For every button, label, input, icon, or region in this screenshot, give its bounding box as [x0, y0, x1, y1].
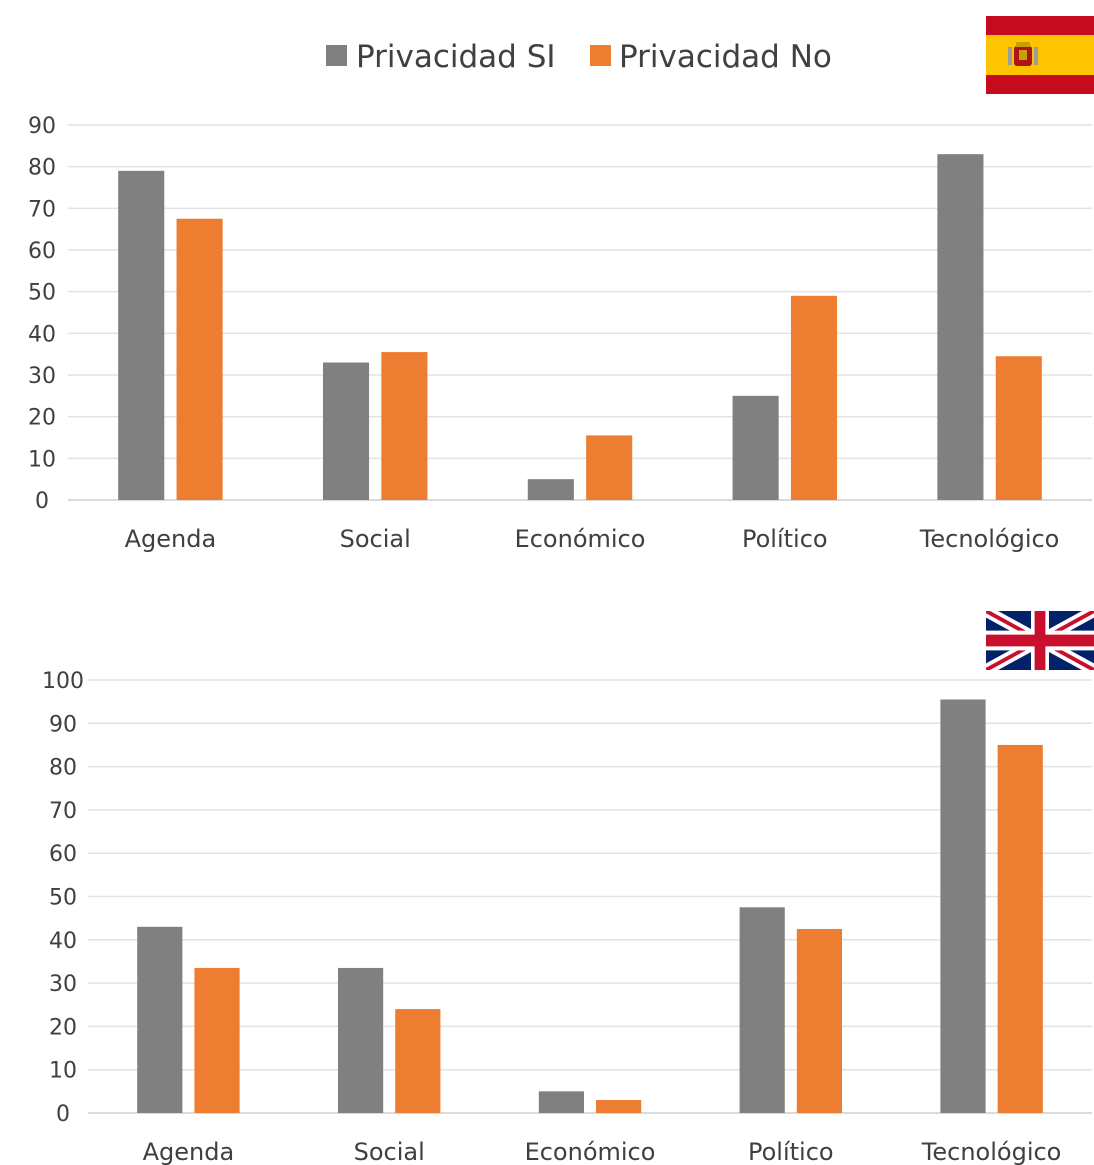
legend-swatch-privacidad-si	[326, 45, 347, 66]
chart-spain: 0 10 20 30 40 50 60 70 80 90 Agenda Social Económico…	[28, 114, 1092, 553]
bar-privacidad-si-politico	[739, 907, 785, 1113]
y-tick-label: 0	[35, 489, 49, 514]
spain-coat-of-arms-icon	[1008, 42, 1038, 66]
bar-privacidad-no-social	[381, 352, 428, 500]
y-tick-label: 100	[42, 669, 84, 694]
bar-privacidad-no-politico	[790, 295, 838, 500]
y-tick-label: 70	[49, 799, 77, 824]
x-category-label: Político	[742, 525, 828, 553]
flag-spain-icon	[986, 16, 1094, 94]
y-tick-label: 10	[28, 447, 56, 472]
y-tick-label: 60	[49, 842, 77, 867]
y-tick-label: 20	[49, 1015, 77, 1040]
bar-privacidad-si-agenda	[118, 170, 165, 501]
y-tick-label: 90	[28, 114, 56, 139]
x-category-label: Económico	[525, 1138, 656, 1165]
bar-privacidad-si-social	[337, 967, 384, 1113]
legend: Privacidad SI Privacidad No	[326, 39, 832, 75]
x-category-label: Social	[340, 525, 411, 553]
y-tick-label: 30	[28, 364, 56, 389]
bar-privacidad-no-economico	[586, 435, 633, 500]
bar-privacidad-si-economico	[527, 479, 574, 500]
y-tick-label: 0	[56, 1102, 70, 1127]
bar-privacidad-si-tecnologico	[940, 699, 986, 1113]
y-tick-label: 40	[49, 929, 77, 954]
x-category-label: Agenda	[125, 525, 217, 553]
y-tick-label: 50	[49, 886, 77, 911]
x-category-label: Social	[354, 1138, 425, 1165]
y-tick-label: 60	[28, 239, 56, 264]
y-tick-label: 20	[28, 406, 56, 431]
bar-privacidad-no-economico	[596, 1100, 642, 1113]
y-tick-label: 40	[28, 322, 56, 347]
y-tick-label: 70	[28, 197, 56, 222]
bar-privacidad-si-politico	[732, 395, 779, 500]
bar-privacidad-no-agenda	[194, 967, 240, 1113]
bar-privacidad-si-economico	[538, 1091, 584, 1113]
y-tick-label: 90	[49, 712, 77, 737]
y-tick-label: 30	[49, 972, 77, 997]
bar-privacidad-no-agenda	[176, 218, 223, 500]
y-tick-label: 10	[49, 1059, 77, 1084]
bar-privacidad-no-tecnologico	[997, 744, 1043, 1113]
flag-united-kingdom-icon	[986, 611, 1094, 670]
x-category-label: Tecnológico	[921, 1138, 1062, 1165]
legend-label-privacidad-si: Privacidad SI	[356, 39, 556, 75]
bar-privacidad-no-social	[395, 1009, 441, 1113]
legend-swatch-privacidad-no	[590, 45, 611, 66]
chart-uk: 0 10 20 30 40 50 60 70 80 90 100 Agenda Social Económ…	[42, 669, 1092, 1165]
bar-privacidad-no-tecnologico	[995, 356, 1042, 500]
y-tick-label: 80	[28, 156, 56, 181]
bar-privacidad-no-politico	[796, 928, 843, 1113]
bar-privacidad-si-agenda	[137, 926, 183, 1113]
x-category-label: Económico	[515, 525, 646, 553]
x-category-label: Tecnológico	[919, 525, 1060, 553]
y-tick-label: 50	[28, 281, 56, 306]
legend-label-privacidad-no: Privacidad No	[619, 39, 832, 75]
y-tick-label: 80	[49, 756, 77, 781]
x-category-label: Agenda	[143, 1138, 235, 1165]
bar-privacidad-si-social	[322, 362, 370, 500]
x-category-label: Político	[748, 1138, 834, 1165]
bar-privacidad-si-tecnologico	[937, 154, 984, 500]
